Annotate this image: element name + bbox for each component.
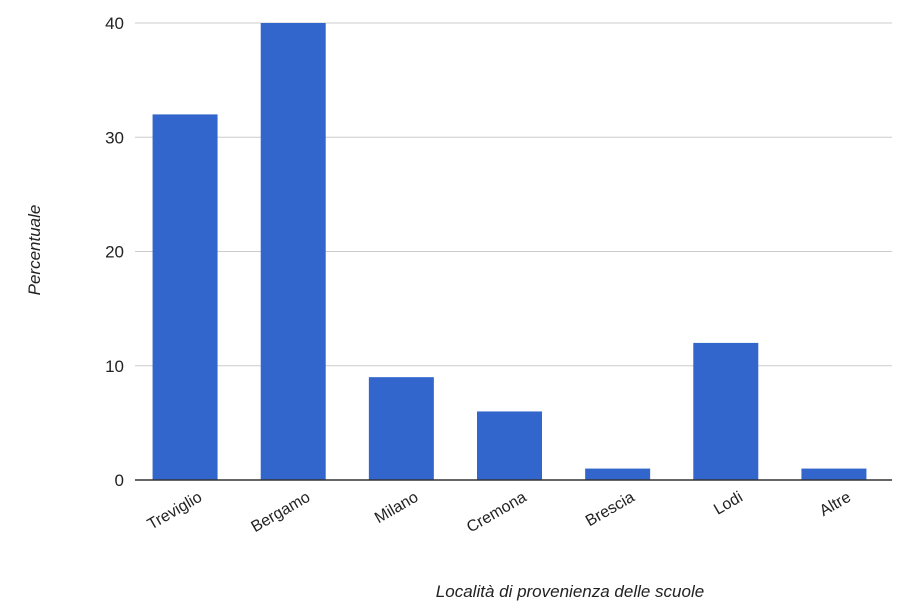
- y-axis-title: Percentuale: [25, 205, 44, 296]
- x-category-label: Cremona: [464, 489, 530, 537]
- x-category-label: Milano: [372, 489, 421, 527]
- x-category-label: Lodi: [711, 489, 746, 519]
- x-axis-categories: Treviglio Bergamo Milano Cremona Brescia Lodi…: [145, 489, 854, 537]
- x-category-label: Treviglio: [145, 489, 205, 534]
- bars: [152, 23, 867, 481]
- x-axis-title: Località di provenienza delle scuole: [436, 582, 704, 601]
- x-category-label: Brescia: [583, 489, 638, 530]
- x-category-label: Bergamo: [248, 489, 313, 536]
- y-tick-label: 20: [105, 243, 124, 262]
- y-tick-label: 10: [105, 357, 124, 376]
- bar: [585, 468, 651, 480]
- y-tick-label: 0: [115, 471, 124, 490]
- y-axis-ticks: 0 10 20 30 40: [105, 14, 124, 490]
- y-tick-label: 40: [105, 14, 124, 33]
- bar: [368, 377, 434, 480]
- y-tick-label: 30: [105, 128, 124, 147]
- x-category-label: Altre: [817, 489, 854, 520]
- bar: [693, 342, 759, 480]
- bar: [260, 23, 326, 480]
- bar: [801, 468, 867, 480]
- bar: [477, 411, 542, 480]
- bar: [152, 114, 218, 481]
- gridlines: [135, 22, 892, 367]
